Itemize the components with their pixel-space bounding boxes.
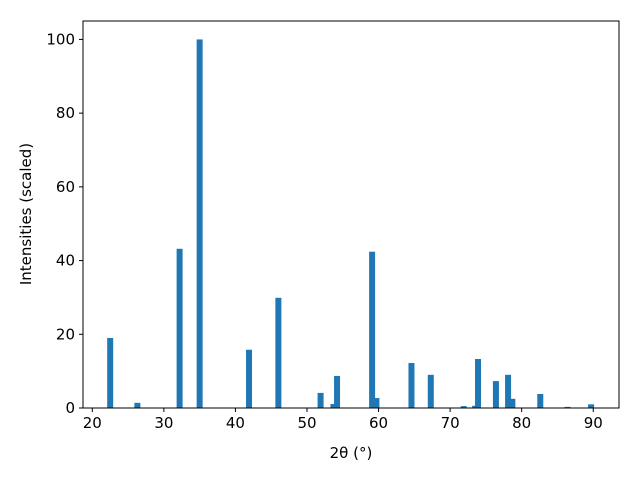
- bar: [196, 39, 203, 409]
- x-tick-label: 60: [369, 414, 388, 432]
- x-tick-label: 20: [83, 414, 102, 432]
- y-tick-label: 0: [65, 399, 75, 417]
- x-axis-label: 2θ (°): [330, 444, 373, 462]
- bar: [588, 404, 595, 408]
- bar: [537, 393, 544, 408]
- y-tick-label: 20: [56, 325, 75, 343]
- y-axis-label: Intensities (scaled): [17, 143, 35, 285]
- bar: [176, 248, 183, 408]
- x-tick-label: 40: [226, 414, 245, 432]
- bar: [408, 363, 415, 408]
- y-tick-label: 80: [56, 104, 75, 122]
- bar: [505, 374, 512, 408]
- bar: [369, 251, 376, 408]
- bar: [317, 392, 324, 408]
- bar: [373, 398, 380, 408]
- y-tick-label: 100: [46, 30, 75, 48]
- bar: [475, 358, 482, 408]
- y-tick-label: 40: [56, 252, 75, 270]
- bar: [492, 381, 499, 408]
- bar: [509, 398, 516, 408]
- x-tick-label: 50: [297, 414, 316, 432]
- y-tick-label: 60: [56, 178, 75, 196]
- bar: [334, 375, 341, 408]
- x-tick-label: 30: [154, 414, 173, 432]
- bar: [246, 349, 253, 408]
- bar: [107, 337, 114, 408]
- x-tick-label: 90: [584, 414, 603, 432]
- bar: [564, 406, 571, 408]
- bar: [427, 374, 434, 408]
- bar: [134, 402, 141, 408]
- bar: [275, 297, 282, 408]
- x-tick-label: 70: [441, 414, 460, 432]
- bar: [460, 406, 467, 408]
- x-tick-label: 80: [512, 414, 531, 432]
- bar: [330, 403, 337, 408]
- plot-frame: [82, 20, 620, 409]
